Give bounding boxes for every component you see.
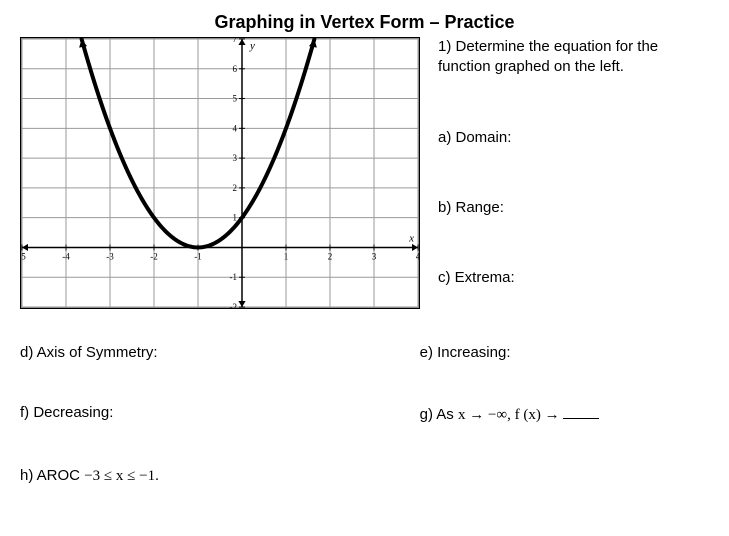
svg-text:5: 5 [233, 94, 238, 104]
page-title: Graphing in Vertex Form – Practice [20, 12, 709, 33]
svg-text:6: 6 [233, 64, 238, 74]
svg-text:2: 2 [328, 251, 333, 261]
svg-text:4: 4 [233, 123, 238, 133]
question-a: a) Domain: [438, 128, 709, 148]
svg-text:2: 2 [233, 183, 238, 193]
svg-text:1: 1 [233, 213, 238, 223]
question-d: d) Axis of Symmetry: [20, 343, 420, 363]
svg-text:3: 3 [233, 153, 238, 163]
blank-line [563, 403, 599, 419]
svg-text:-2: -2 [150, 251, 158, 261]
question-h-math: −3 ≤ x ≤ −1. [84, 468, 159, 484]
question-1: 1) Determine the equation for the functi… [438, 37, 709, 78]
svg-text:3: 3 [372, 251, 377, 261]
question-e: e) Increasing: [420, 343, 709, 363]
svg-text:y: y [249, 40, 255, 52]
svg-text:-3: -3 [106, 251, 114, 261]
question-f: f) Decreasing: [20, 403, 420, 425]
question-g: g) As x → −∞, f (x) → [420, 403, 709, 425]
svg-text:x: x [408, 232, 414, 244]
question-b: b) Range: [438, 198, 709, 218]
svg-text:-1: -1 [230, 272, 238, 282]
svg-text:-4: -4 [62, 251, 70, 261]
svg-text:-1: -1 [194, 251, 202, 261]
parabola-chart: -5-4-3-2-11234-2-11234567yx [20, 37, 420, 309]
svg-text:1: 1 [284, 251, 289, 261]
question-g-prefix: g) As [420, 406, 458, 423]
graph-cell: -5-4-3-2-11234-2-11234567yx [20, 37, 420, 313]
question-g-math: x → −∞, f (x) → [458, 407, 563, 423]
question-c: c) Extrema: [438, 268, 709, 288]
question-h-prefix: h) AROC [20, 467, 84, 484]
question-h: h) AROC −3 ≤ x ≤ −1. [20, 466, 420, 486]
